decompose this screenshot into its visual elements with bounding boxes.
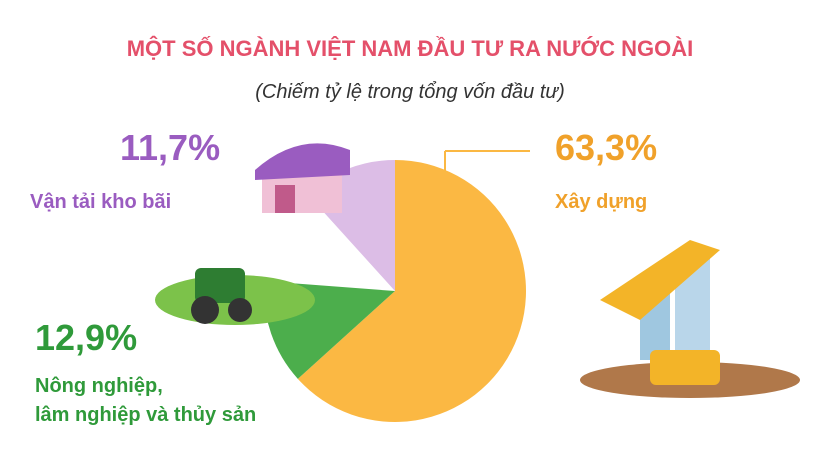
chart-title: MỘT SỐ NGÀNH VIỆT NAM ĐẦU TƯ RA NƯỚC NGO… bbox=[127, 35, 694, 61]
warehouse-icon bbox=[255, 143, 350, 213]
farm-icon bbox=[155, 268, 315, 325]
category-label: lâm nghiệp và thủy sản bbox=[35, 404, 256, 426]
value-label: 12,9% bbox=[35, 317, 137, 358]
construction-icon bbox=[580, 240, 800, 398]
pie-slice bbox=[297, 160, 526, 423]
category-label: Nông nghiệp, bbox=[35, 375, 163, 397]
category-label: Vận tải kho bãi bbox=[30, 191, 171, 213]
value-label: 63,3% bbox=[555, 127, 657, 168]
chart-subtitle: (Chiếm tỷ lệ trong tổng vốn đầu tư) bbox=[255, 81, 565, 103]
category-label: Xây dựng bbox=[555, 191, 647, 213]
value-label: 11,7% bbox=[120, 127, 220, 168]
